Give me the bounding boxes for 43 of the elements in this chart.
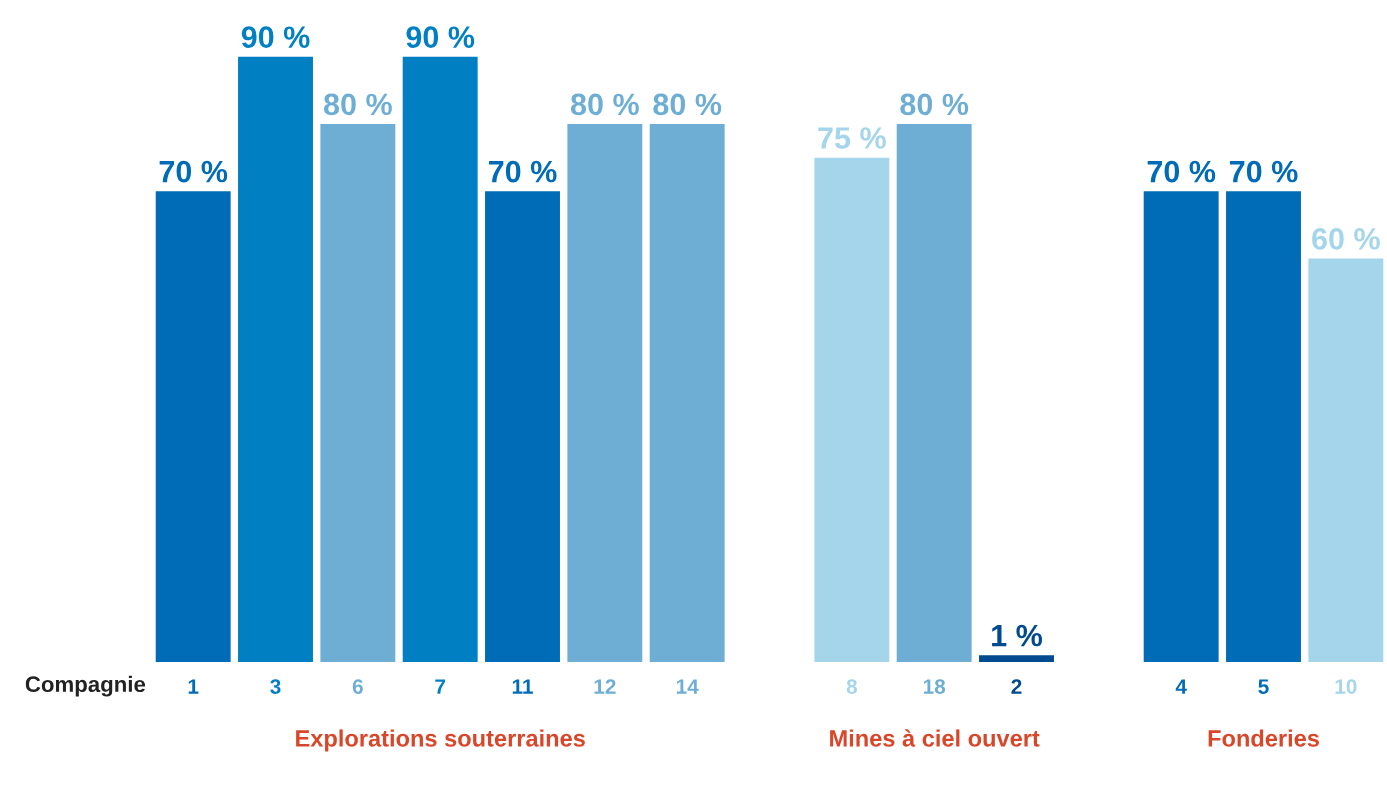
x-tick-label: 6: [352, 679, 363, 694]
data-label: 75 %: [818, 127, 886, 149]
text: Mines à ciel ouvert: [830, 729, 1040, 747]
data-label: 90 %: [406, 26, 475, 48]
bar: [402, 56, 478, 662]
x-tick-label: 4: [1175, 679, 1187, 694]
x-tick-label: 3: [270, 679, 281, 694]
x-axis-title: Compagnie: [25, 675, 146, 697]
x-tick-label: 12: [594, 679, 616, 694]
data-label: 90 %: [241, 26, 310, 48]
x-tick-label: 1: [188, 679, 199, 694]
bar: [1143, 191, 1219, 662]
bar: [979, 655, 1054, 662]
bar: [1226, 191, 1301, 662]
data-label: 70 %: [489, 160, 557, 183]
data-label: 1 %: [992, 624, 1043, 647]
text: Explorations souterraines: [296, 729, 585, 752]
data-label: 80 %: [570, 93, 639, 116]
bar: [485, 191, 560, 662]
data-label: 80 %: [323, 93, 392, 116]
data-label: 80 %: [653, 93, 722, 116]
data-label: 80 %: [900, 93, 969, 116]
bar: [649, 124, 725, 662]
bar: [814, 157, 890, 662]
x-tick-label: 11: [512, 679, 533, 694]
bar: [567, 124, 643, 662]
data-label: 70 %: [1229, 160, 1298, 183]
x-tick-label: 7: [435, 679, 446, 694]
data-label: 70 %: [159, 160, 228, 183]
x-tick-label: 18: [923, 679, 946, 694]
x-tick-label: 14: [676, 679, 699, 694]
bar: [1308, 258, 1384, 662]
x-tick-label: 10: [1335, 679, 1357, 694]
x-tick-label: 2: [1011, 679, 1022, 694]
bar: [320, 124, 396, 662]
x-tick-label: 5: [1258, 679, 1269, 694]
x-tick-label: 8: [846, 679, 857, 694]
bar: [238, 56, 313, 662]
data-label: 70 %: [1147, 160, 1216, 183]
bar: [896, 124, 972, 662]
data-label: 60 %: [1312, 228, 1380, 250]
text: Fonderies: [1208, 729, 1319, 747]
bar: [155, 191, 231, 662]
